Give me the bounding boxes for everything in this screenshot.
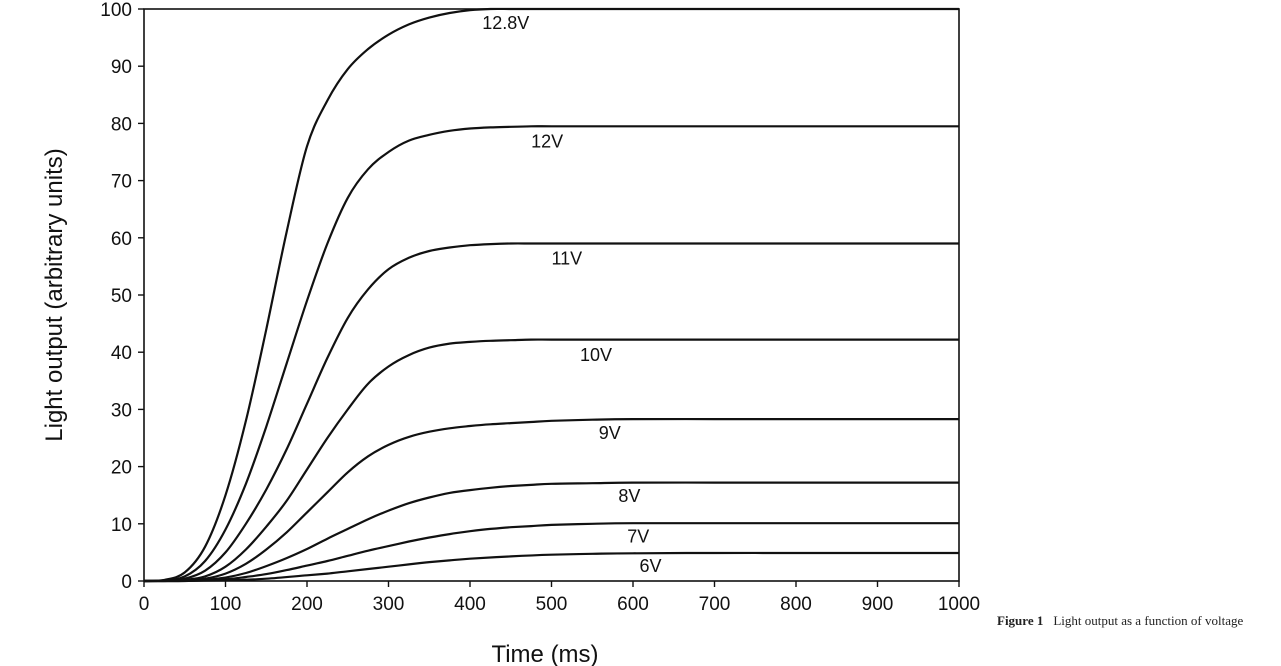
x-tick-label: 500 xyxy=(536,594,568,615)
figure-caption: Figure 1 Light output as a function of vo… xyxy=(997,612,1277,629)
y-tick-label: 90 xyxy=(111,57,132,78)
series-label: 12V xyxy=(531,131,563,151)
series-label: 12.8V xyxy=(482,13,529,33)
series-label: 11V xyxy=(552,249,583,269)
series-line-10v xyxy=(143,338,959,583)
series-line-11v xyxy=(143,242,960,583)
y-tick-label: 60 xyxy=(111,229,132,250)
x-tick-label: 400 xyxy=(454,594,486,615)
y-axis-title: Light output (arbitrary units) xyxy=(41,148,68,441)
figure-caption-label: Figure 1 xyxy=(997,613,1044,628)
x-tick-label: 800 xyxy=(780,594,812,615)
plot-frame xyxy=(143,8,960,582)
series-label: 7V xyxy=(627,527,649,547)
series-line-7v xyxy=(143,522,959,583)
x-tick-label: 900 xyxy=(862,594,894,615)
y-tick-label: 40 xyxy=(111,343,132,364)
y-tick-label: 30 xyxy=(111,400,132,421)
x-tick-label: 200 xyxy=(291,594,323,615)
series-label: 10V xyxy=(580,345,612,365)
y-tick-label: 80 xyxy=(111,114,132,135)
y-tick-label: 0 xyxy=(121,572,132,593)
y-tick-label: 70 xyxy=(111,172,132,193)
x-tick-label: 100 xyxy=(210,594,242,615)
series-line-9v xyxy=(143,417,959,583)
x-tick-label: 0 xyxy=(139,594,150,615)
x-tick-label: 700 xyxy=(699,594,731,615)
y-tick-label: 100 xyxy=(100,0,132,21)
series-line-8v xyxy=(143,481,959,583)
x-tick-label: 1000 xyxy=(938,594,980,615)
x-tick-label: 300 xyxy=(373,594,405,615)
x-tick-label: 600 xyxy=(617,594,649,615)
y-tick-label: 50 xyxy=(111,286,132,307)
series-line-12-8v xyxy=(143,7,959,583)
x-axis-title: Time (ms) xyxy=(491,641,598,666)
figure-caption-text: Light output as a function of voltage xyxy=(1053,613,1244,628)
series-line-12v xyxy=(143,125,959,583)
series-line-6v xyxy=(143,551,959,583)
series-label: 6V xyxy=(640,556,662,576)
series-label: 9V xyxy=(599,423,621,443)
y-tick-label: 10 xyxy=(111,515,132,536)
y-tick-label: 20 xyxy=(111,458,132,479)
series-label: 8V xyxy=(618,486,640,506)
